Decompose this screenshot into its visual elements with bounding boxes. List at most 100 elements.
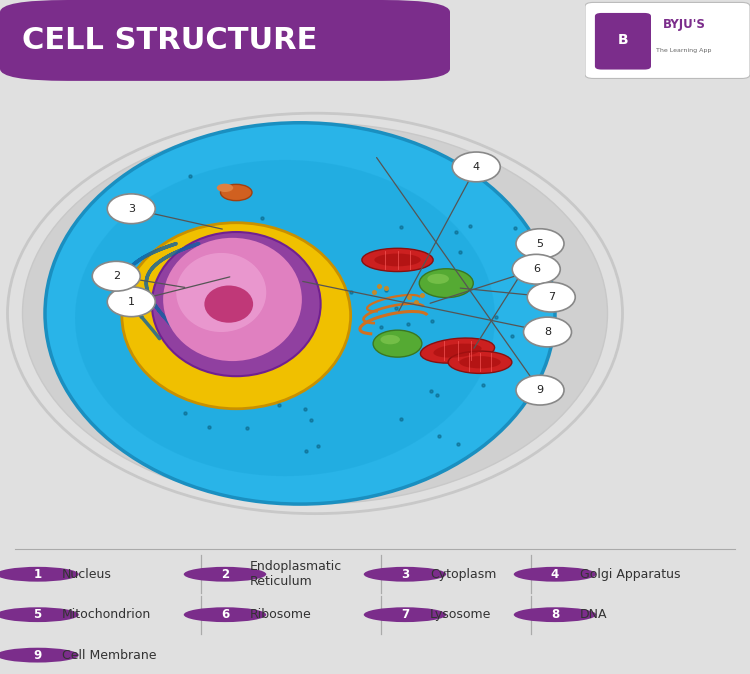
- Point: [302, 264, 314, 275]
- Text: 5: 5: [536, 239, 544, 249]
- Point: [395, 414, 407, 425]
- Point: [464, 220, 476, 231]
- Ellipse shape: [75, 160, 495, 476]
- Circle shape: [516, 228, 564, 259]
- Ellipse shape: [380, 335, 400, 344]
- Point: [416, 289, 428, 300]
- Ellipse shape: [164, 238, 302, 361]
- Ellipse shape: [122, 222, 350, 408]
- Point: [217, 288, 229, 299]
- Point: [154, 360, 166, 371]
- Point: [509, 222, 521, 233]
- Circle shape: [184, 607, 266, 622]
- Point: [401, 256, 413, 267]
- Ellipse shape: [362, 248, 434, 272]
- Text: 3: 3: [128, 204, 135, 214]
- Circle shape: [0, 648, 79, 663]
- Ellipse shape: [45, 123, 555, 504]
- Ellipse shape: [374, 253, 421, 266]
- Point: [368, 287, 380, 298]
- Point: [375, 321, 387, 332]
- Text: 6: 6: [532, 264, 540, 274]
- Ellipse shape: [427, 274, 449, 284]
- Point: [454, 247, 466, 257]
- Text: BYJU'S: BYJU'S: [662, 18, 706, 31]
- Point: [311, 363, 323, 373]
- Text: Cytoplasm: Cytoplasm: [430, 568, 496, 581]
- Circle shape: [107, 287, 155, 317]
- Point: [274, 400, 286, 410]
- Circle shape: [514, 567, 596, 582]
- Point: [203, 421, 215, 432]
- Point: [490, 311, 502, 322]
- Point: [166, 244, 178, 255]
- Point: [267, 330, 279, 340]
- Ellipse shape: [421, 338, 494, 363]
- Point: [380, 282, 392, 293]
- Point: [179, 407, 191, 418]
- Point: [280, 343, 292, 354]
- Point: [390, 303, 402, 314]
- Point: [506, 330, 518, 341]
- Ellipse shape: [176, 253, 266, 332]
- Point: [380, 284, 392, 295]
- Text: Nucleus: Nucleus: [62, 568, 112, 581]
- Point: [314, 314, 326, 325]
- Ellipse shape: [459, 356, 501, 369]
- Text: B: B: [618, 34, 628, 47]
- Text: The Learning App: The Learning App: [656, 48, 712, 53]
- Point: [426, 315, 438, 326]
- Point: [300, 446, 312, 456]
- Text: 5: 5: [33, 608, 42, 621]
- Point: [189, 287, 201, 298]
- Ellipse shape: [433, 344, 482, 358]
- FancyBboxPatch shape: [0, 0, 450, 81]
- Point: [180, 239, 192, 250]
- Text: 9: 9: [536, 385, 544, 395]
- Point: [430, 390, 442, 400]
- Point: [256, 213, 268, 224]
- Point: [274, 255, 286, 266]
- Circle shape: [512, 254, 560, 284]
- Point: [433, 431, 445, 441]
- Circle shape: [527, 282, 575, 312]
- Text: 9: 9: [33, 648, 42, 662]
- Ellipse shape: [22, 123, 608, 504]
- Point: [373, 280, 385, 291]
- Point: [403, 292, 415, 303]
- Text: 2: 2: [112, 271, 120, 281]
- Text: 3: 3: [401, 568, 409, 581]
- Text: 6: 6: [221, 608, 230, 621]
- Circle shape: [364, 567, 446, 582]
- Point: [402, 319, 414, 330]
- Text: Cell Membrane: Cell Membrane: [62, 648, 157, 662]
- Circle shape: [516, 375, 564, 405]
- Point: [146, 257, 158, 268]
- Point: [452, 439, 464, 450]
- Point: [299, 404, 311, 415]
- Point: [442, 266, 454, 276]
- Circle shape: [524, 317, 572, 347]
- Text: 7: 7: [401, 608, 409, 621]
- Circle shape: [0, 607, 79, 622]
- Point: [217, 401, 229, 412]
- Text: Ribosome: Ribosome: [250, 608, 311, 621]
- Text: 7: 7: [548, 292, 555, 302]
- Point: [312, 441, 324, 452]
- Point: [304, 415, 316, 425]
- FancyBboxPatch shape: [595, 13, 651, 69]
- Text: CELL STRUCTURE: CELL STRUCTURE: [22, 26, 318, 55]
- Point: [410, 297, 422, 307]
- Ellipse shape: [8, 113, 622, 514]
- Circle shape: [0, 567, 79, 582]
- Point: [424, 386, 436, 396]
- Point: [419, 256, 431, 267]
- Point: [436, 284, 448, 295]
- Text: Endoplasmatic
Reticulum: Endoplasmatic Reticulum: [250, 560, 342, 588]
- Point: [242, 423, 254, 433]
- Circle shape: [107, 194, 155, 224]
- Circle shape: [514, 607, 596, 622]
- Ellipse shape: [448, 351, 512, 373]
- Ellipse shape: [204, 286, 253, 323]
- Point: [184, 171, 196, 181]
